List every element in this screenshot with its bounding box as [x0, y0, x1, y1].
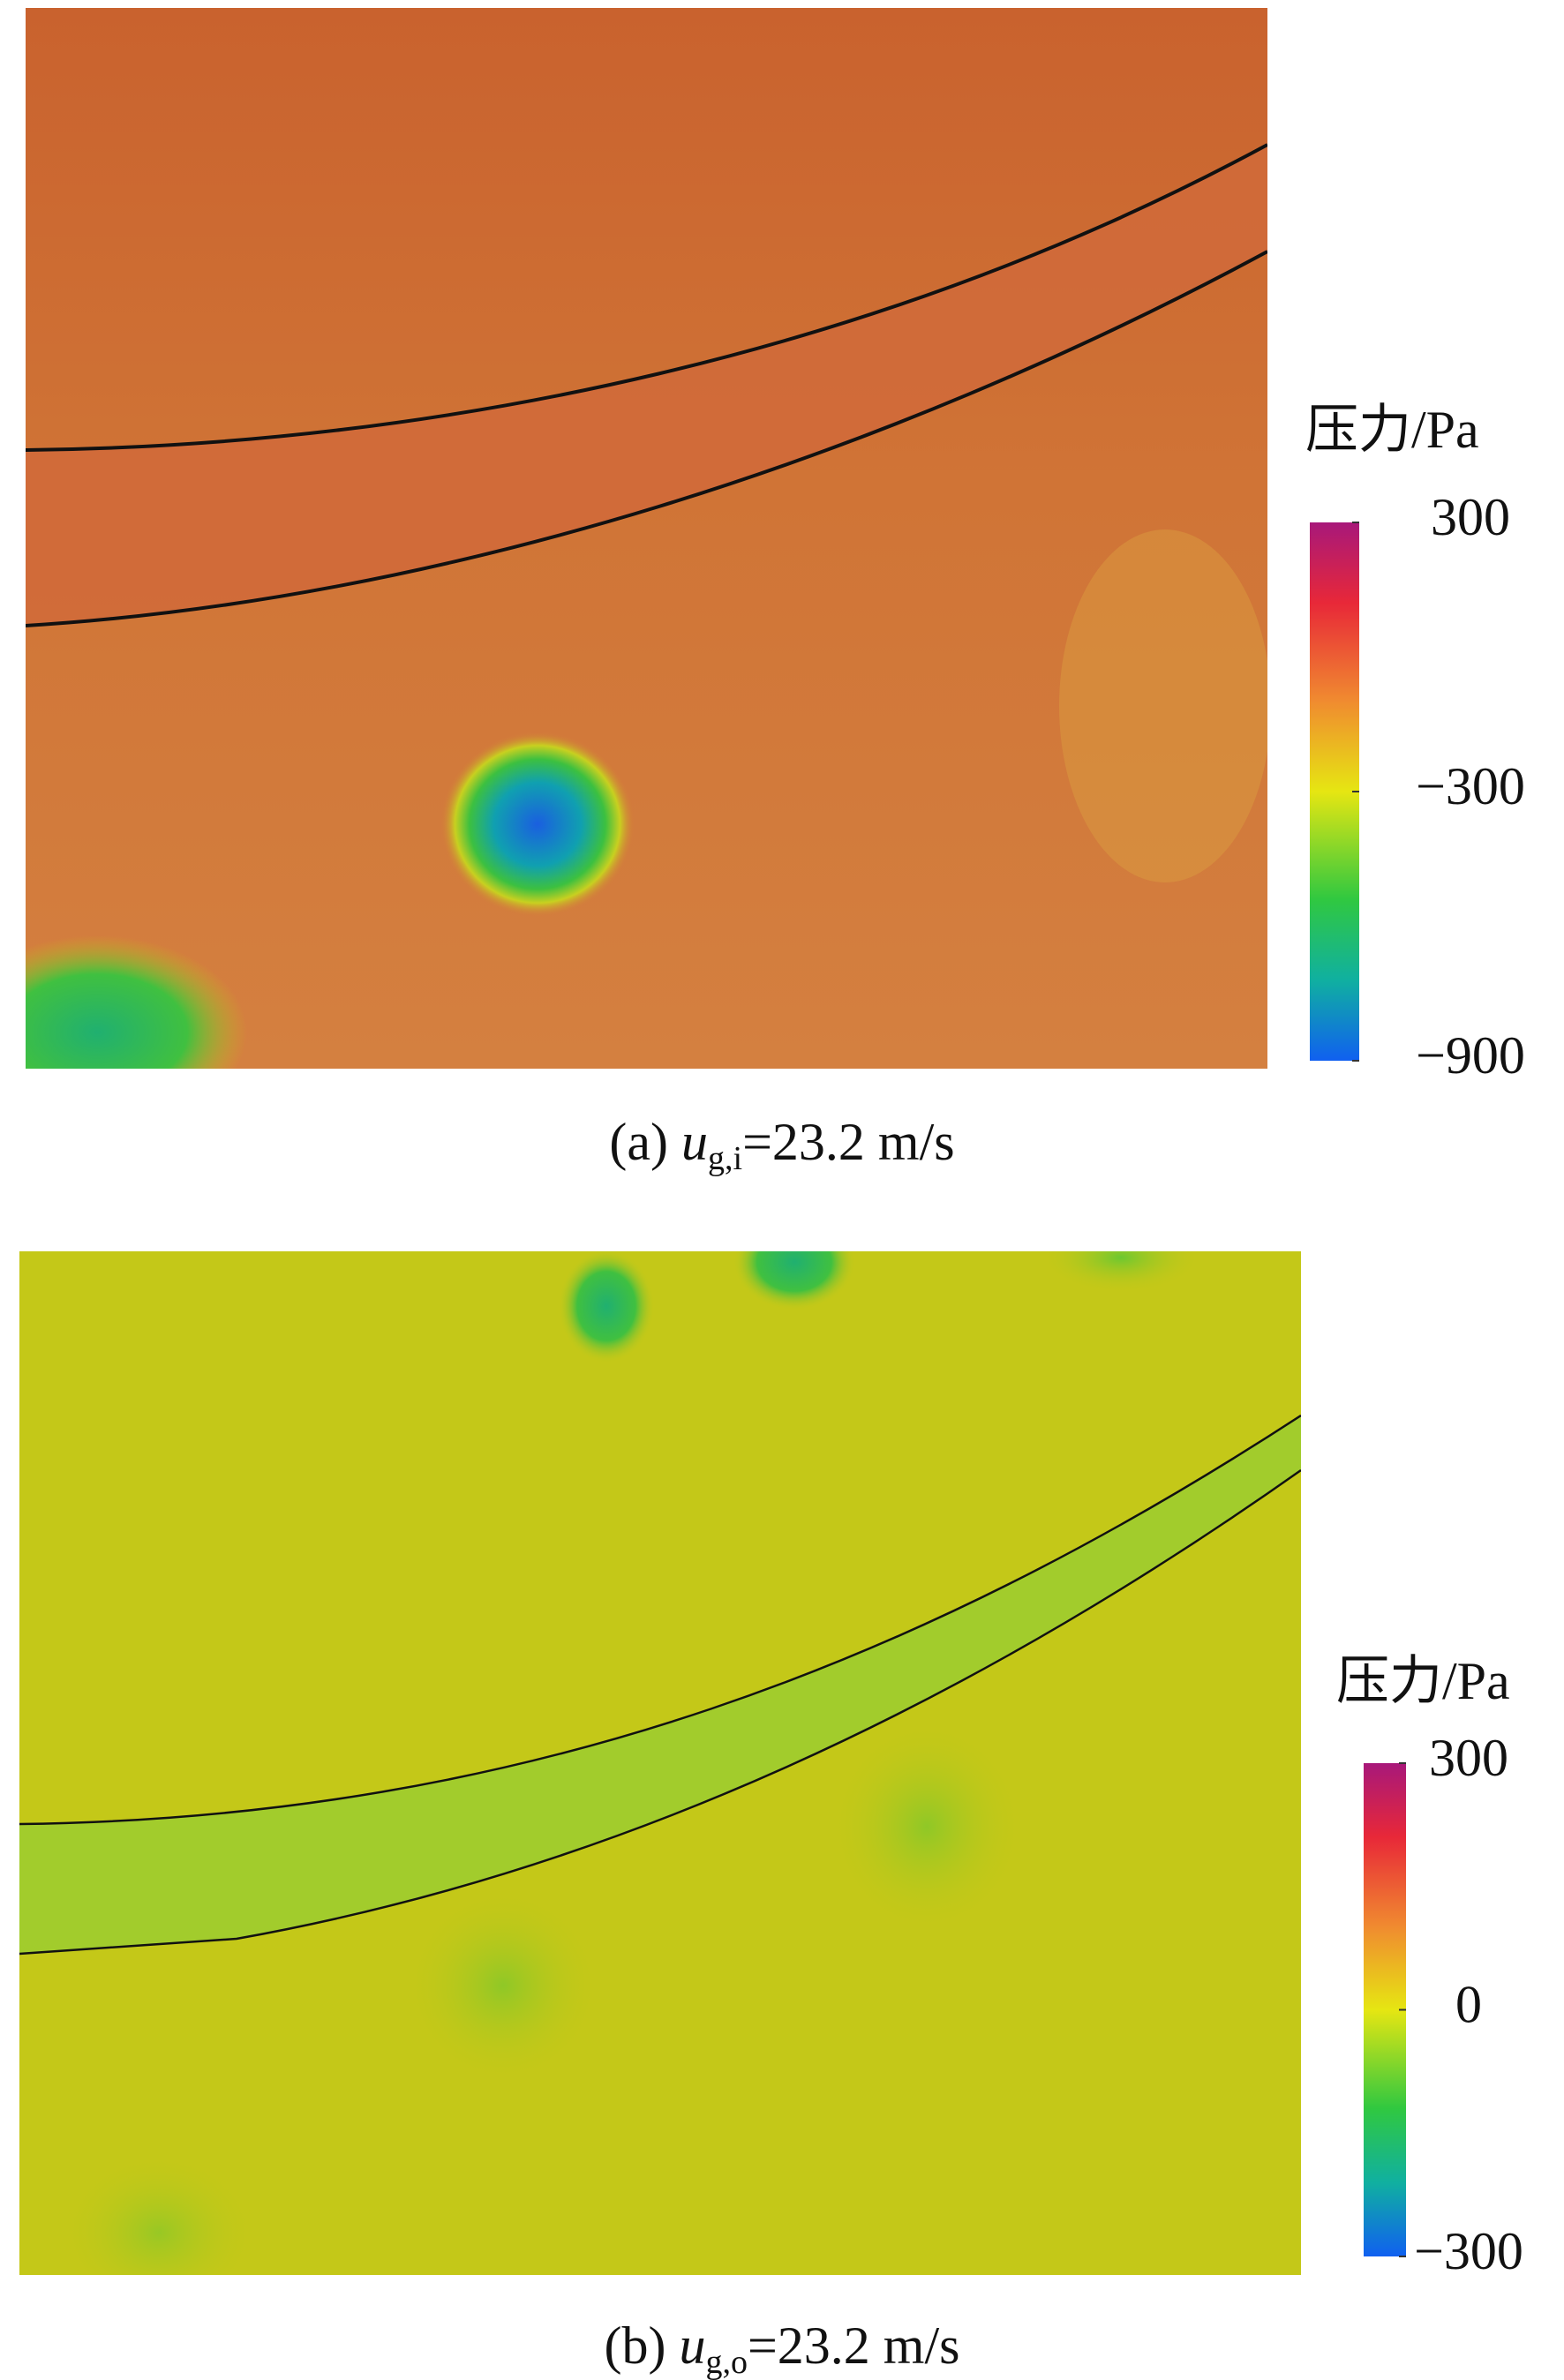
contour-plot-a [26, 8, 1267, 1069]
colorbar-label: 压力/Pa [1336, 1652, 1510, 1710]
caption-rest: =23.2 m/s [742, 1113, 955, 1171]
colorbar-tick-label: 300 [1431, 488, 1510, 546]
caption-subscript: g,i [708, 1140, 742, 1177]
caption-prefix: (a) [609, 1113, 681, 1171]
caption-variable: u [679, 2316, 705, 2375]
caption-prefix: (b) [605, 2316, 680, 2375]
colorbar-tick-label: −300 [1414, 2222, 1523, 2280]
colorbar-label: 压力/Pa [1305, 401, 1479, 459]
caption-variable: u [681, 1113, 708, 1171]
caption: (a) ug,i=23.2 m/s [609, 1113, 954, 1177]
caption: (b) ug,o=23.2 m/s [605, 2316, 960, 2380]
colorbar-tick-label: −300 [1416, 757, 1525, 815]
contour-plot-b [19, 1251, 1301, 2275]
colorbar-tick-label: −900 [1416, 1026, 1525, 1085]
colorbar [1310, 522, 1359, 1061]
colorbar-tick-label: 300 [1429, 1729, 1508, 1787]
caption-rest: =23.2 m/s [748, 2316, 960, 2375]
colorbar-tick-label: 0 [1455, 1975, 1482, 2033]
caption-subscript: g,o [705, 2344, 748, 2380]
